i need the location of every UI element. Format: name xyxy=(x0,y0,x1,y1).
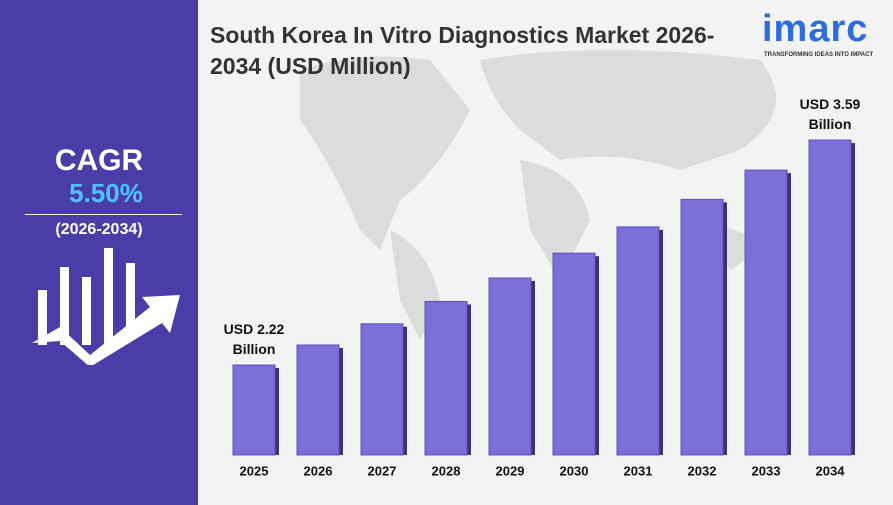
value-label: USD 3.59 Billion xyxy=(799,96,861,133)
bar xyxy=(680,198,724,456)
x-tick-label: 2025 xyxy=(240,463,269,478)
x-tick-label: 2027 xyxy=(368,463,397,478)
bar xyxy=(552,252,596,456)
logo: imarc xyxy=(762,8,869,50)
chart-title: South Korea In Vitro Diagnostics Market … xyxy=(210,22,715,79)
x-tick-label: 2033 xyxy=(752,463,781,478)
x-tick-label: 2030 xyxy=(560,463,589,478)
x-tick-label: 2029 xyxy=(496,463,525,478)
bar xyxy=(360,323,404,456)
bar xyxy=(808,139,852,456)
growth-icon xyxy=(32,248,180,365)
value-label: USD 2.22 Billion xyxy=(223,321,285,358)
cagr-rate: 5.50% xyxy=(69,178,143,208)
x-tick-label: 2034 xyxy=(816,463,846,478)
logo-tagline: TRANSFORMING IDEAS INTO IMPACT xyxy=(764,52,874,58)
bar xyxy=(424,300,468,456)
x-tick-label: 2031 xyxy=(624,463,653,478)
bar xyxy=(296,344,340,456)
bar xyxy=(488,277,532,456)
bar xyxy=(232,364,276,456)
world-map xyxy=(300,50,776,340)
bar xyxy=(744,169,788,456)
bar xyxy=(616,226,660,456)
cagr-label: CAGR xyxy=(54,144,144,177)
cagr-period: (2026-2034) xyxy=(55,221,143,238)
x-tick-label: 2032 xyxy=(688,463,717,478)
x-tick-label: 2026 xyxy=(304,463,333,478)
x-tick-label: 2028 xyxy=(432,463,461,478)
sidebar: CAGR 5.50% (2026-2034) xyxy=(0,0,198,505)
divider xyxy=(25,214,182,215)
